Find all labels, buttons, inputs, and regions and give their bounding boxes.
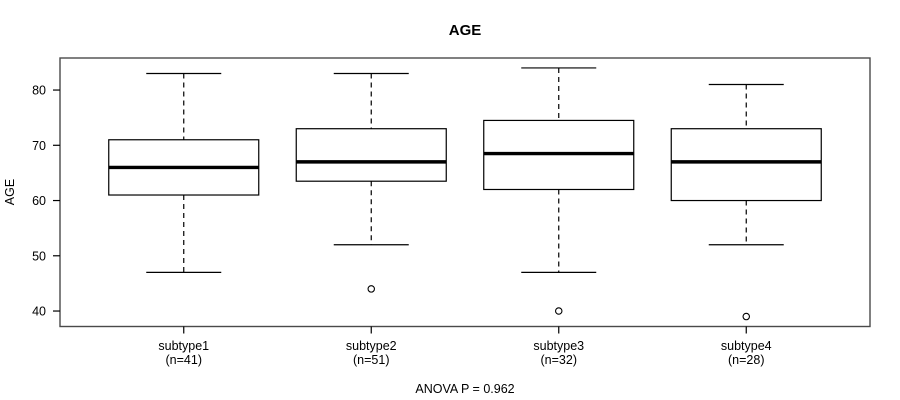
- category-label: subtype4: [721, 339, 772, 353]
- y-tick-label: 50: [32, 249, 46, 263]
- y-tick-label: 80: [32, 84, 46, 98]
- category-label: subtype2: [346, 339, 397, 353]
- iqr-box: [670, 128, 822, 202]
- outlier-point: [742, 312, 750, 321]
- outlier-point: [367, 285, 375, 293]
- plot-frame: [59, 57, 871, 328]
- category-n-label: (n=32): [541, 353, 577, 367]
- chart-title: AGE: [449, 22, 482, 39]
- plot-content: 40 50 60 70 80 subtype1(n=41) subtype2(n=51) su…: [32, 67, 822, 367]
- category-n-label: (n=28): [728, 353, 764, 367]
- iqr-box: [295, 128, 447, 182]
- category-label: subtype1: [158, 339, 209, 353]
- y-tick-label: 60: [32, 194, 46, 208]
- category-n-label: (n=41): [166, 353, 202, 367]
- category-n-label: (n=51): [353, 353, 389, 367]
- outlier-point: [554, 307, 563, 315]
- y-tick-label: 70: [32, 139, 46, 153]
- y-axis-title: AGE: [3, 179, 17, 205]
- y-tick-label: 40: [32, 305, 46, 319]
- anova-annotation: ANOVA P = 0.962: [415, 382, 514, 396]
- category-label: subtype3: [533, 339, 584, 353]
